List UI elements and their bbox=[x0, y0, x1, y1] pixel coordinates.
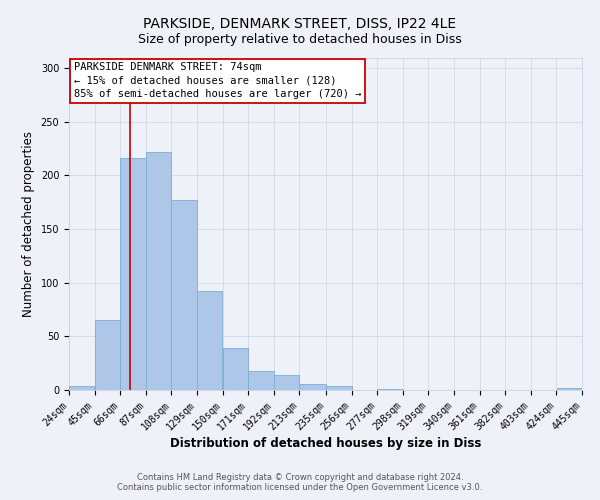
Bar bbox=[223, 348, 248, 390]
Bar bbox=[146, 152, 171, 390]
Bar bbox=[248, 370, 274, 390]
Text: PARKSIDE, DENMARK STREET, DISS, IP22 4LE: PARKSIDE, DENMARK STREET, DISS, IP22 4LE bbox=[143, 18, 457, 32]
Bar bbox=[299, 384, 326, 390]
Bar bbox=[274, 375, 299, 390]
Text: Contains HM Land Registry data © Crown copyright and database right 2024.: Contains HM Land Registry data © Crown c… bbox=[137, 472, 463, 482]
Bar bbox=[197, 292, 223, 390]
Bar bbox=[377, 389, 403, 390]
Bar bbox=[172, 200, 197, 390]
Bar bbox=[95, 320, 120, 390]
Bar bbox=[69, 386, 94, 390]
X-axis label: Distribution of detached houses by size in Diss: Distribution of detached houses by size … bbox=[170, 438, 481, 450]
Bar bbox=[557, 388, 582, 390]
Bar bbox=[121, 158, 146, 390]
Text: Contains public sector information licensed under the Open Government Licence v3: Contains public sector information licen… bbox=[118, 482, 482, 492]
Text: PARKSIDE DENMARK STREET: 74sqm
← 15% of detached houses are smaller (128)
85% of: PARKSIDE DENMARK STREET: 74sqm ← 15% of … bbox=[74, 62, 362, 99]
Text: Size of property relative to detached houses in Diss: Size of property relative to detached ho… bbox=[138, 32, 462, 46]
Y-axis label: Number of detached properties: Number of detached properties bbox=[22, 130, 35, 317]
Bar bbox=[326, 386, 352, 390]
